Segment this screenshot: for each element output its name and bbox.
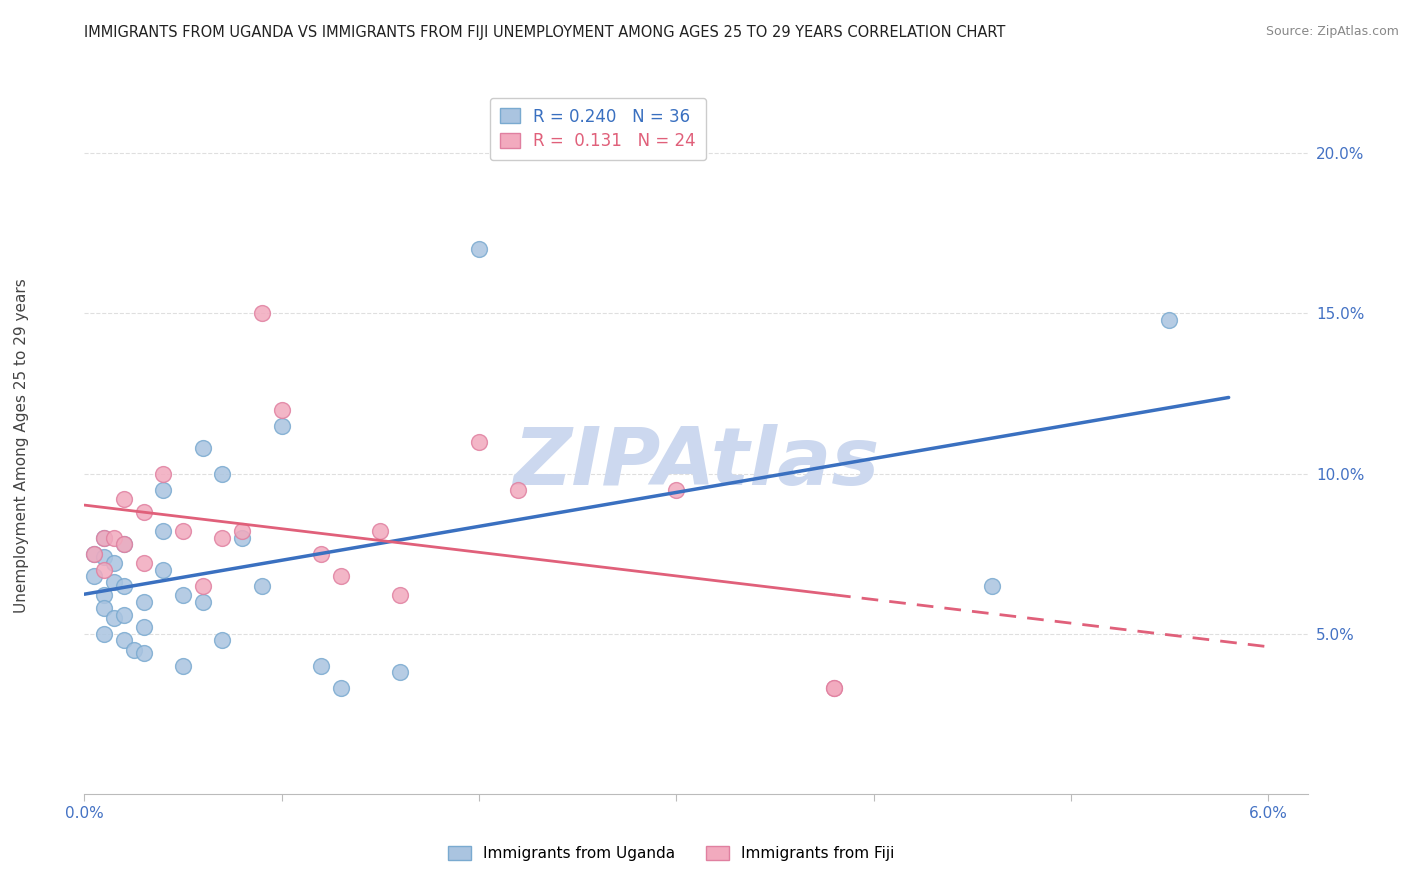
Point (152, 563, 174, 577)
Point (309, 547, 332, 561)
Point (508, 483, 530, 497)
Point (152, 483, 174, 497)
Point (191, 579, 214, 593)
Point (132, 646, 155, 660)
Point (191, 595, 214, 609)
Point (93, 588, 115, 602)
Point (270, 418, 292, 433)
Text: Source: ZipAtlas.com: Source: ZipAtlas.com (1265, 25, 1399, 38)
Point (112, 492, 135, 507)
Point (211, 531, 233, 545)
Point (112, 537, 135, 551)
Point (172, 658, 194, 673)
Point (103, 531, 125, 545)
Point (132, 505, 155, 519)
Point (83, 547, 105, 561)
Point (389, 588, 412, 602)
Point (93, 563, 115, 577)
Point (980, 579, 1002, 593)
Point (103, 575, 125, 590)
Point (83, 569, 105, 583)
Point (112, 633, 135, 648)
Point (211, 633, 233, 648)
Point (93, 531, 115, 545)
Point (93, 601, 115, 615)
Point (152, 524, 174, 539)
Point (211, 467, 233, 481)
Point (231, 524, 253, 539)
Point (270, 402, 292, 417)
Point (103, 610, 125, 624)
Point (823, 681, 845, 696)
Point (93, 531, 115, 545)
Point (93, 626, 115, 640)
Point (103, 556, 125, 570)
Point (309, 658, 332, 673)
Point (329, 681, 352, 696)
Text: IMMIGRANTS FROM UGANDA VS IMMIGRANTS FROM FIJI UNEMPLOYMENT AMONG AGES 25 TO 29 : IMMIGRANTS FROM UGANDA VS IMMIGRANTS FRO… (84, 25, 1005, 40)
Point (172, 588, 194, 602)
Point (468, 243, 491, 257)
Point (112, 579, 135, 593)
Text: Unemployment Among Ages 25 to 29 years: Unemployment Among Ages 25 to 29 years (14, 278, 28, 614)
Point (823, 681, 845, 696)
Point (250, 306, 273, 320)
Point (468, 434, 491, 449)
Point (329, 569, 352, 583)
Point (83, 547, 105, 561)
Text: ZIPAtlas: ZIPAtlas (513, 424, 879, 501)
Point (122, 642, 145, 657)
Point (132, 620, 155, 634)
Point (665, 483, 688, 497)
Point (152, 467, 174, 481)
Point (112, 607, 135, 622)
Point (132, 556, 155, 570)
Point (132, 595, 155, 609)
Point (93, 549, 115, 564)
Point (389, 665, 412, 680)
Point (112, 537, 135, 551)
Point (172, 524, 194, 539)
Legend: Immigrants from Uganda, Immigrants from Fiji: Immigrants from Uganda, Immigrants from … (443, 840, 901, 867)
Point (1159, 313, 1181, 327)
Point (368, 524, 391, 539)
Point (191, 441, 214, 455)
Point (250, 579, 273, 593)
Point (231, 531, 253, 545)
